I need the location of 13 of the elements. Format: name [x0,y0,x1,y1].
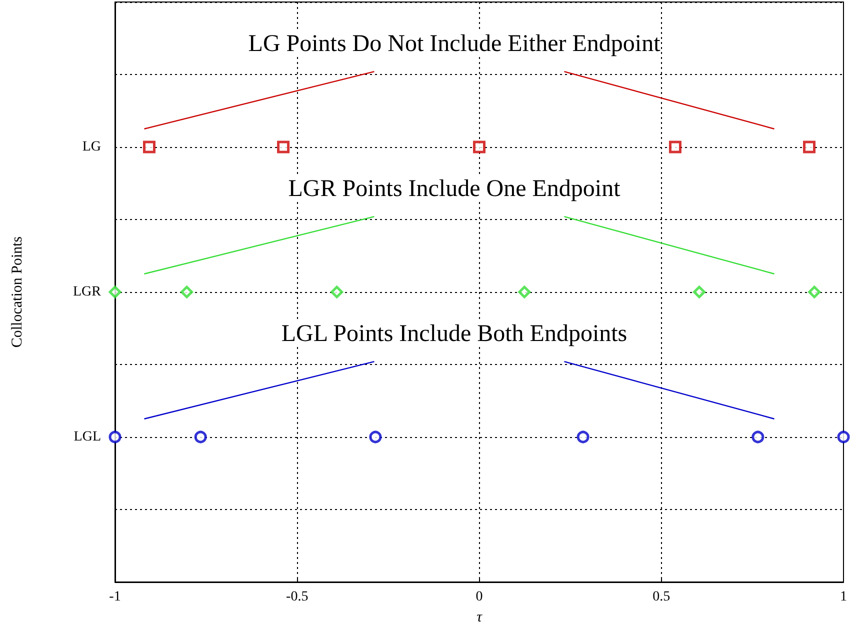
y-tick-label: LG [82,140,101,154]
x-tick-label: -1 [109,590,121,604]
y-axis-title: Collocation Points [10,236,26,348]
annotation: LGL Points Include Both Endpoints [281,321,628,348]
x-tick-label: 0 [476,590,483,604]
y-tick-label: LGR [73,284,102,300]
x-tick-label: -0.5 [286,590,308,604]
x-axis-title: τ [476,610,483,626]
annotation: LG Points Do Not Include Either Endpoint [248,31,661,58]
x-tick-label: 1 [840,590,847,604]
x-tick-label: 0.5 [652,590,670,604]
y-tick-label: LGL [74,430,101,444]
annotation: LGR Points Include One Endpoint [288,176,621,202]
